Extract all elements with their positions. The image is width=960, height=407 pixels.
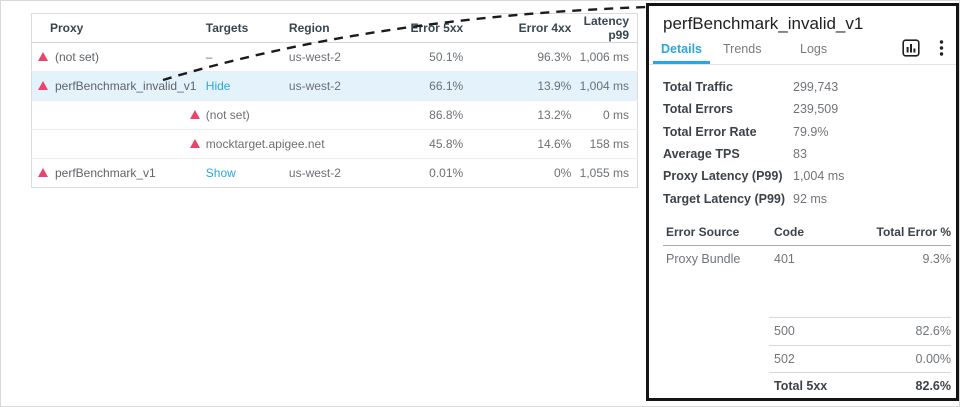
stat-average-tps: Average TPS 83: [663, 143, 948, 165]
stat-value: 83: [793, 147, 807, 162]
proxy-name: perfBenchmark_invalid_v1: [55, 79, 197, 93]
code-row-502: 502 0.00%: [769, 344, 951, 373]
table-row-perfbenchmark-v1[interactable]: perfBenchmark_v1 Show us-west-2 0.01% 0%…: [31, 158, 638, 188]
error-table-header: Error Source Code Total Error %: [663, 225, 951, 246]
stat-value: 299,743: [793, 80, 839, 95]
region-value: us-west-2: [288, 158, 372, 188]
warning-triangle-icon: [189, 139, 200, 148]
code-row-500: 500 82.6%: [769, 317, 951, 345]
error-pct-value: 9.3%: [922, 252, 952, 266]
warning-triangle-icon: [189, 110, 200, 119]
error-code-breakdown: 500 82.6% 502 0.00% Total 5xx 82.6%: [769, 317, 951, 400]
stat-value: 1,004 ms: [793, 169, 845, 184]
target-name: mocktarget.apigee.net: [205, 137, 325, 151]
table-row-perfbenchmark-invalid-v1[interactable]: perfBenchmark_invalid_v1 Hide us-west-2 …: [31, 71, 638, 101]
stat-value: 92 ms: [793, 191, 828, 206]
error-code-value: 502: [774, 351, 795, 366]
error5xx-value: 66.1%: [371, 71, 464, 101]
target-sub-row-not-set[interactable]: (not set) 86.8% 13.2% 0 ms: [31, 100, 638, 130]
stat-value: 239,509: [793, 102, 839, 117]
error5xx-value: 0.01%: [371, 158, 464, 188]
column-header-error-source: Error Source: [666, 225, 740, 239]
stat-total-error-rate: Total Error Rate 79.9%: [663, 121, 948, 143]
target-sub-row-mocktarget[interactable]: mocktarget.apigee.net 45.8% 14.6% 158 ms: [31, 129, 638, 159]
bar-chart-icon[interactable]: [902, 39, 920, 57]
panel-tabbar: Details Trends Logs: [649, 37, 956, 65]
tab-details[interactable]: Details: [653, 37, 710, 64]
error4xx-value: 13.2%: [463, 100, 572, 130]
column-header-error5xx: Error 5xx: [371, 13, 464, 43]
latency-value: 158 ms: [571, 129, 638, 159]
error4xx-value: 96.3%: [463, 42, 572, 72]
error5xx-value: 86.8%: [371, 100, 464, 130]
stat-total-errors: Total Errors 239,509: [663, 98, 948, 120]
proxy-table: Proxy Targets Region Error 5xx Error 4xx…: [31, 13, 638, 188]
proxy-name: (not set): [55, 50, 100, 64]
targets-value: –: [205, 42, 289, 72]
stat-total-traffic: Total Traffic 299,743: [663, 76, 948, 98]
show-targets-link[interactable]: Show: [205, 166, 236, 180]
stats-list: Total Traffic 299,743 Total Errors 239,5…: [663, 76, 948, 210]
proxy-name: perfBenchmark_v1: [55, 166, 156, 180]
column-header-error4xx: Error 4xx: [463, 13, 572, 43]
stat-label: Total Traffic: [663, 80, 733, 95]
error5xx-value: 50.1%: [371, 42, 464, 72]
region-value: us-west-2: [288, 71, 372, 101]
column-header-code: Code: [774, 225, 804, 239]
error-pct-value: 82.6%: [915, 324, 951, 338]
error-pct-value: 0.00%: [915, 351, 951, 366]
stat-label: Total Error Rate: [663, 124, 757, 139]
total-5xx-pct: 82.6%: [915, 379, 951, 393]
warning-triangle-icon: [38, 168, 48, 177]
target-name: (not set): [205, 108, 250, 122]
proxy-table-header: Proxy Targets Region Error 5xx Error 4xx…: [31, 13, 638, 43]
stat-label: Target Latency (P99): [663, 191, 786, 206]
error4xx-value: 0%: [463, 158, 572, 188]
stat-value: 79.9%: [793, 124, 829, 139]
column-header-targets: Targets: [205, 13, 289, 43]
error-source-row: Proxy Bundle 401 9.3%: [663, 252, 951, 266]
table-row-not-set[interactable]: (not set) – us-west-2 50.1% 96.3% 1,006 …: [31, 42, 638, 72]
latency-value: 1,006 ms: [571, 42, 638, 72]
stat-label: Average TPS: [663, 147, 740, 162]
code-row-total-5xx: Total 5xx 82.6%: [769, 372, 951, 400]
error4xx-value: 13.9%: [463, 71, 572, 101]
panel-title: perfBenchmark_invalid_v1: [663, 14, 864, 33]
region-value: us-west-2: [288, 42, 372, 72]
column-header-total-error-pct: Total Error %: [876, 225, 951, 239]
hide-targets-link[interactable]: Hide: [205, 79, 231, 93]
stat-label: Total Errors: [663, 102, 733, 117]
latency-value: 0 ms: [571, 100, 638, 130]
error4xx-value: 14.6%: [463, 129, 572, 159]
stat-proxy-latency: Proxy Latency (P99) 1,004 ms: [663, 165, 948, 187]
warning-triangle-icon: [38, 81, 48, 90]
error-source-value: Proxy Bundle: [666, 252, 741, 266]
stat-label: Proxy Latency (P99): [663, 169, 783, 184]
tab-logs[interactable]: Logs: [800, 42, 828, 56]
latency-value: 1,004 ms: [571, 71, 638, 101]
column-header-proxy: Proxy: [31, 13, 206, 43]
tab-trends[interactable]: Trends: [723, 42, 762, 56]
kebab-menu-icon[interactable]: [939, 39, 944, 57]
latency-value: 1,055 ms: [571, 158, 638, 188]
stat-target-latency: Target Latency (P99) 92 ms: [663, 187, 948, 209]
total-5xx-label: Total 5xx: [774, 379, 828, 393]
error-code-value: 500: [774, 324, 795, 338]
column-header-latency: Latency p99: [571, 13, 638, 43]
proxy-detail-panel: perfBenchmark_invalid_v1 Details Trends …: [646, 3, 959, 401]
warning-triangle-icon: [38, 52, 48, 61]
error-code-value: 401: [774, 252, 795, 266]
error5xx-value: 45.8%: [371, 129, 464, 159]
column-header-region: Region: [288, 13, 372, 43]
